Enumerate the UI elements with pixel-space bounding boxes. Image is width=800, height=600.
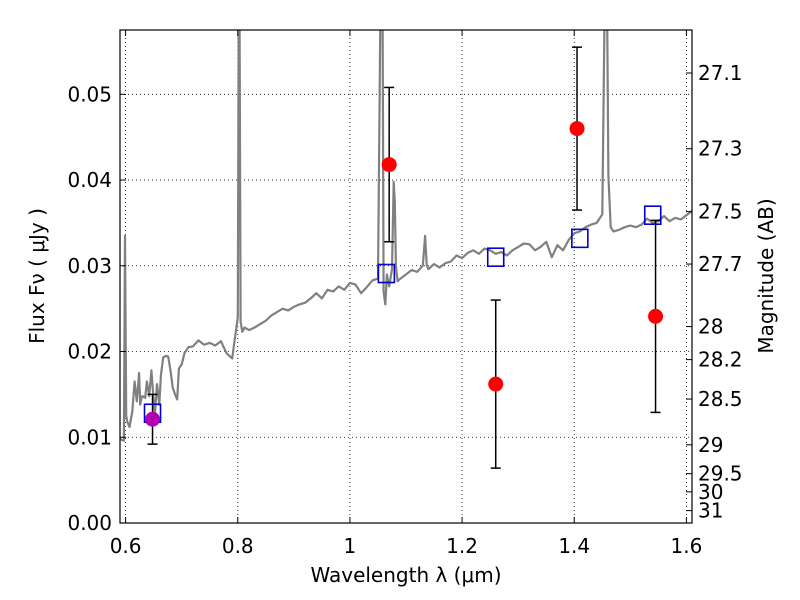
y2-tick-label: 28.2 bbox=[698, 348, 743, 372]
y-tick-label: 0.03 bbox=[67, 254, 112, 278]
observed-flux-point bbox=[381, 157, 397, 173]
y-tick-label: 0.05 bbox=[67, 82, 112, 106]
y-axis-left: 0.00 0.01 0.02 0.03 0.04 0.05 bbox=[67, 82, 126, 535]
data-markers bbox=[143, 121, 664, 427]
x-tick-label: 1.4 bbox=[558, 534, 590, 558]
y-tick-label: 0.00 bbox=[67, 511, 112, 535]
y2-tick-label: 28.5 bbox=[698, 387, 743, 411]
y2-tick-label: 28 bbox=[698, 315, 723, 339]
y-tick-label: 0.02 bbox=[67, 340, 112, 364]
model-photometry-square bbox=[486, 247, 505, 268]
observed-flux-point bbox=[569, 121, 585, 137]
y-axis-label: Flux Fν ( μJy ) bbox=[25, 208, 49, 344]
x-tick-label: 0.8 bbox=[222, 534, 254, 558]
x-tick-label: 1.6 bbox=[670, 534, 702, 558]
y-tick-label: 0.04 bbox=[67, 168, 112, 192]
y2-tick-label: 30 bbox=[698, 480, 723, 504]
y2-tick-label: 29 bbox=[698, 433, 723, 457]
y2-tick-label: 27.1 bbox=[698, 61, 743, 85]
model-photometry-square bbox=[643, 205, 662, 225]
y-tick-label: 0.01 bbox=[67, 425, 112, 449]
x-axis-label: Wavelength λ (μm) bbox=[310, 563, 501, 587]
x-tick-label: 1.2 bbox=[446, 534, 478, 558]
model-photometry-square bbox=[377, 263, 396, 284]
y2-tick-label: 31 bbox=[698, 499, 723, 523]
y2-tick-label: 27.3 bbox=[698, 137, 743, 161]
y2-tick-label: 27.7 bbox=[698, 252, 743, 276]
x-tick-label: 1 bbox=[344, 534, 357, 558]
plot-background bbox=[120, 30, 692, 523]
observed-flux-point-magenta bbox=[145, 411, 161, 427]
y2-tick-label: 29.5 bbox=[698, 462, 743, 486]
x-axis: 0.6 0.8 1 1.2 1.4 1.6 bbox=[110, 30, 702, 558]
x-tick-label: 0.6 bbox=[110, 534, 142, 558]
y2-tick-label: 27.5 bbox=[698, 200, 743, 224]
plot-frame bbox=[119, 29, 693, 524]
y2-axis-label: Magnitude (AB) bbox=[754, 198, 778, 353]
model-photometry-square bbox=[571, 228, 589, 249]
observed-flux-point bbox=[648, 308, 664, 324]
observed-flux-point bbox=[488, 376, 504, 392]
